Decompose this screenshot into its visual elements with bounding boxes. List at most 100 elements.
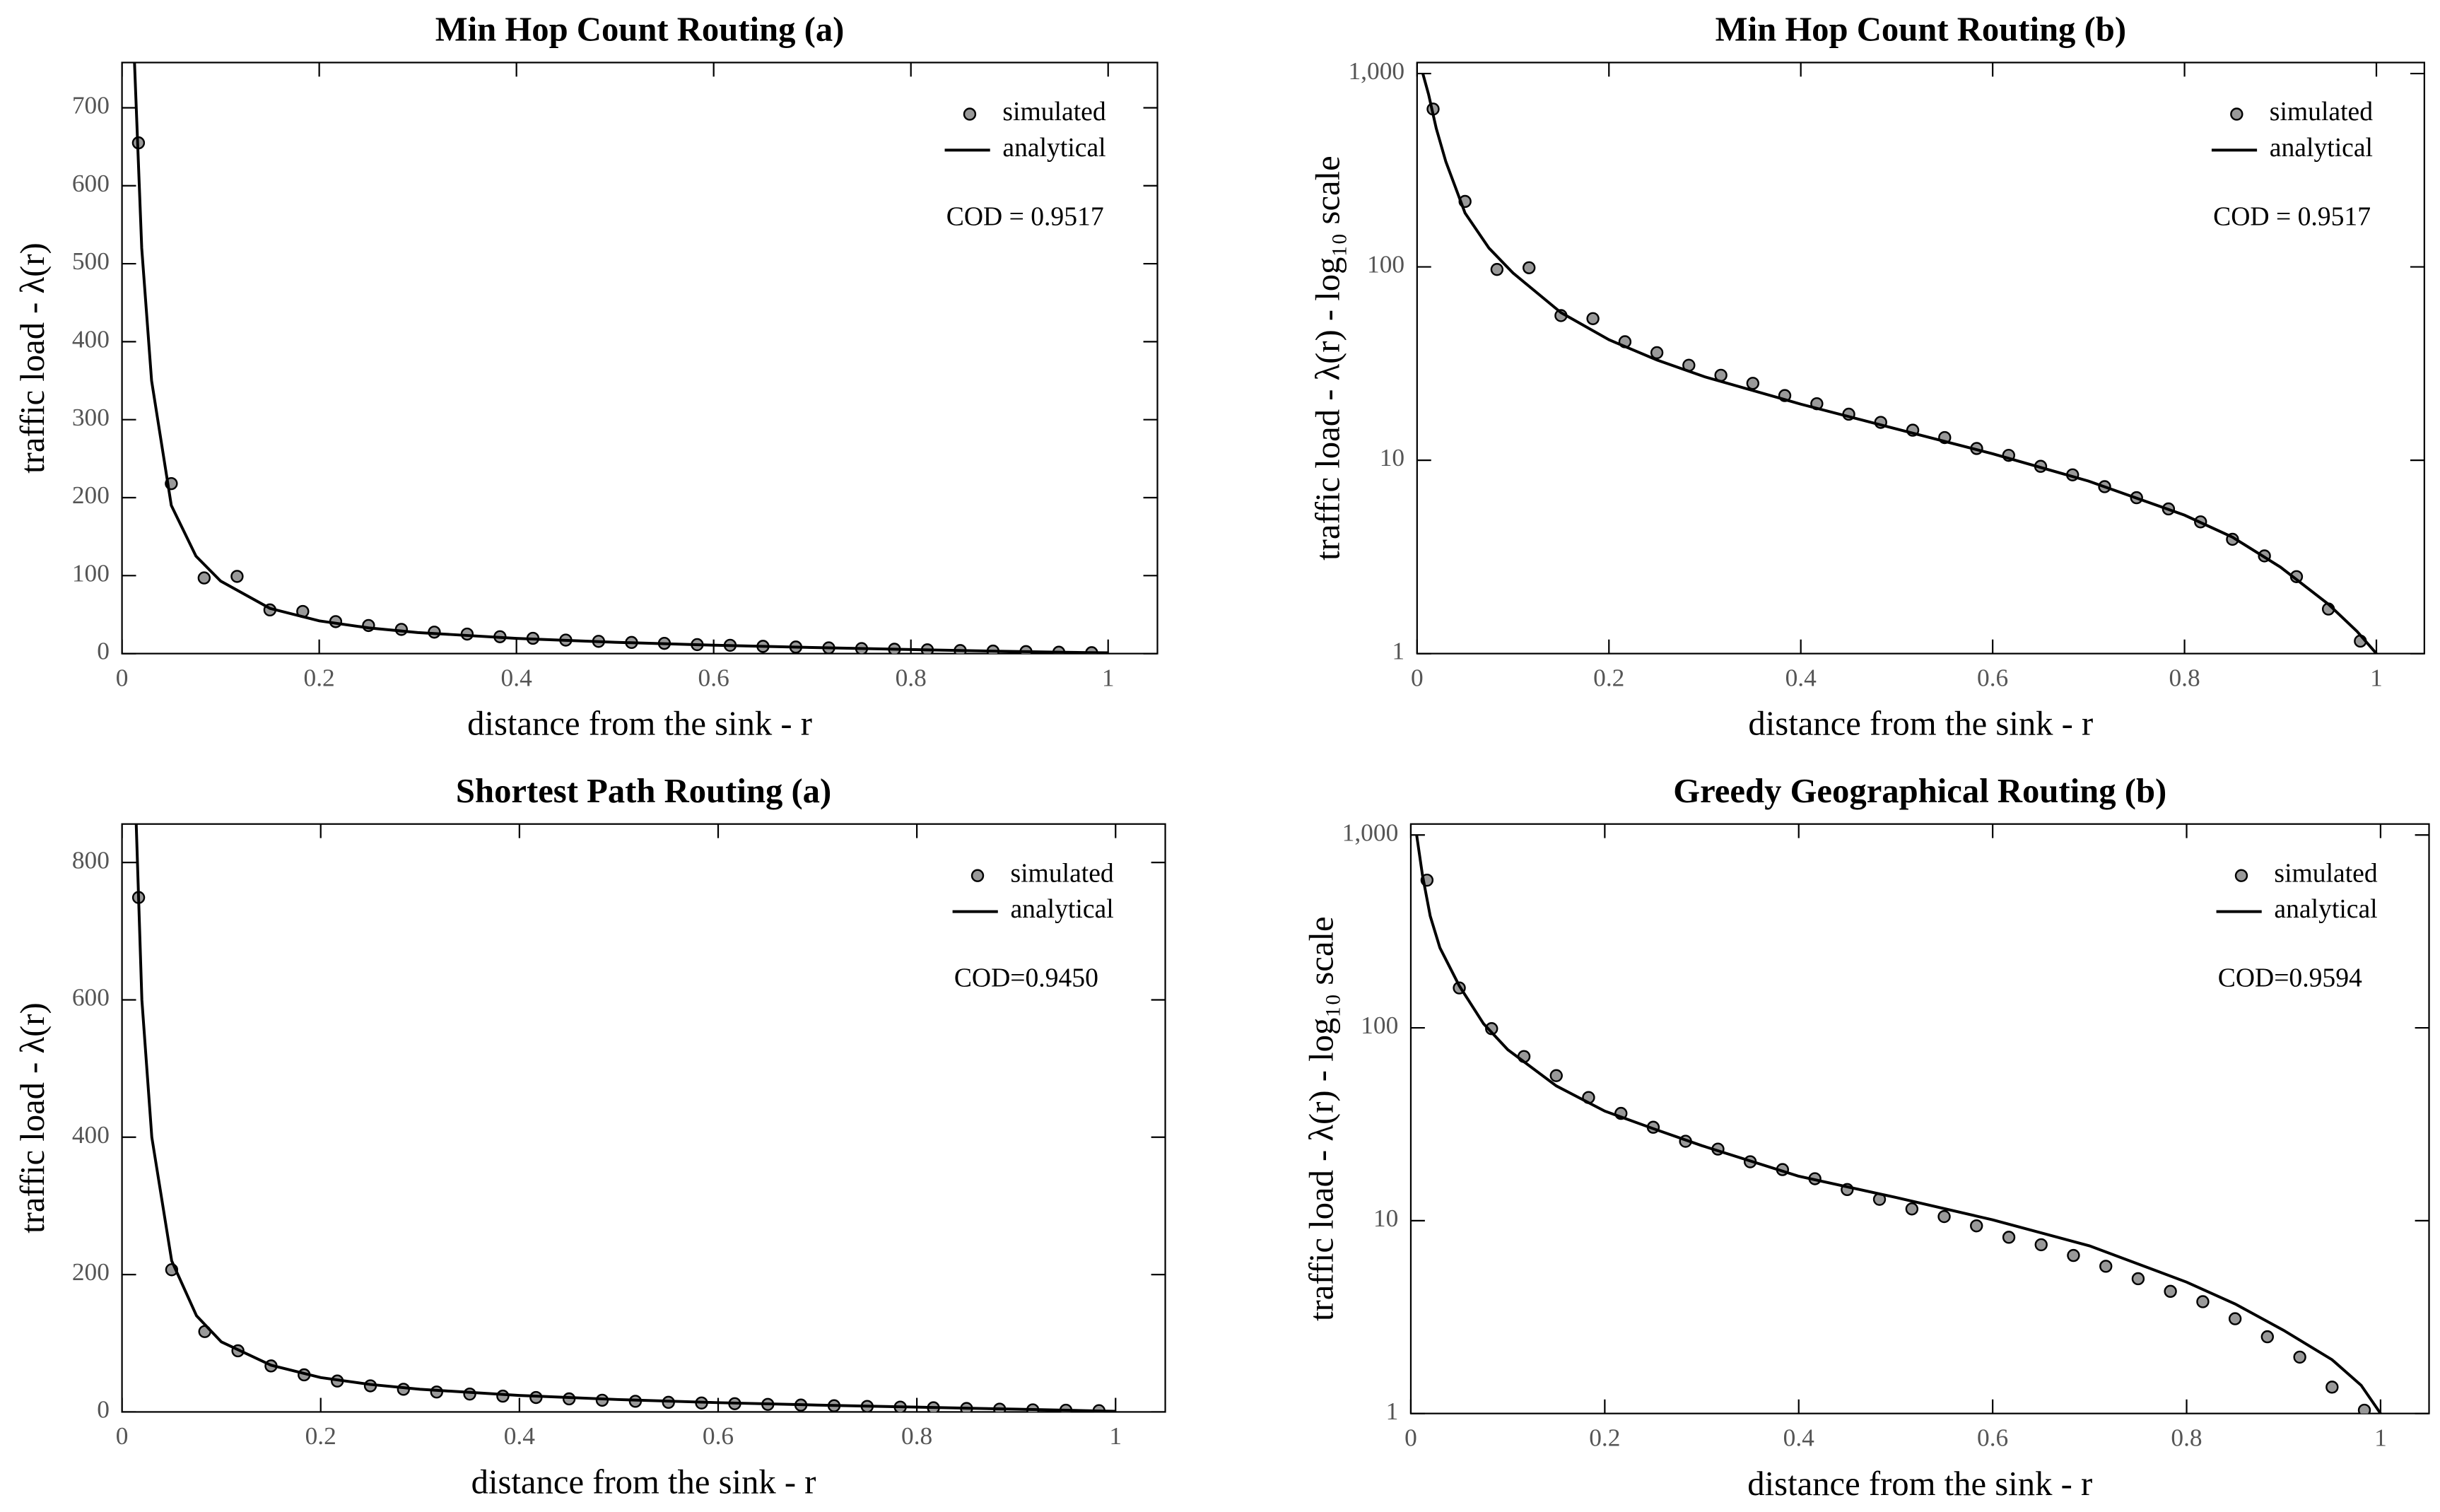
x-tick-label: 0.2 — [1589, 1423, 1620, 1451]
simulated-point — [2228, 1312, 2242, 1325]
x-tick-label: 0.6 — [1977, 1423, 2008, 1451]
chart-title: Greedy Geographical Routing (b) — [1673, 772, 2166, 810]
y-tick-label: 1 — [1386, 1397, 1399, 1425]
y-tick-label: 200 — [72, 1258, 110, 1286]
legend-label: analytical — [2270, 133, 2373, 163]
x-tick-label: 0.4 — [504, 1422, 536, 1450]
y-tick-label: 700 — [72, 91, 110, 119]
x-axis-label: distance from the sink - r — [1748, 705, 2093, 743]
simulated-point — [2196, 1295, 2210, 1308]
y-tick-label: 1 — [1392, 637, 1404, 665]
legend-label: simulated — [2270, 97, 2373, 127]
y-tick-label: 600 — [72, 983, 110, 1012]
y-axis-label: traffic load - λ(r) — [13, 1002, 52, 1233]
y-tick-label: 0 — [97, 637, 110, 665]
legend-label: analytical — [1002, 133, 1105, 163]
x-tick-label: 0 — [116, 1422, 129, 1450]
analytical-line — [1421, 73, 2378, 654]
x-tick-label: 0.8 — [2169, 663, 2200, 691]
chart-title: Min Hop Count Routing (a) — [435, 11, 845, 49]
simulated-point — [2357, 1403, 2371, 1414]
legend-label: analytical — [1010, 894, 1113, 924]
x-axis-label: distance from the sink - r — [471, 1463, 816, 1501]
annotation: COD = 0.9517 — [2213, 201, 2371, 231]
x-tick-label: 1 — [2374, 1423, 2387, 1451]
plot-frame — [121, 61, 1159, 655]
x-tick-label: 0.6 — [703, 1422, 734, 1450]
x-tick-label: 0.2 — [304, 663, 335, 691]
x-tick-label: 0.4 — [501, 663, 533, 691]
simulated-point — [1970, 1219, 1983, 1233]
x-tick-label: 0.4 — [1785, 663, 1817, 691]
legend-marker — [2230, 107, 2243, 121]
y-tick-label: 400 — [72, 325, 110, 353]
x-tick-label: 0.2 — [305, 1422, 336, 1450]
simulated-point — [2002, 1231, 2016, 1244]
y-axis-label: traffic load - λ(r) - log₁₀ scale — [1308, 156, 1347, 561]
x-tick-label: 0.4 — [1783, 1423, 1815, 1451]
simulated-point — [1746, 377, 1760, 390]
analytical-line — [1415, 834, 2382, 1414]
simulated-point — [430, 1385, 443, 1399]
x-tick-label: 1 — [2370, 663, 2383, 691]
y-tick-label: 1,000 — [1342, 818, 1399, 846]
x-tick-label: 0 — [116, 663, 129, 691]
y-tick-label: 100 — [72, 558, 110, 587]
chart-title: Min Hop Count Routing (b) — [1715, 11, 2126, 49]
plot-area — [1415, 834, 2382, 1414]
y-tick-label: 200 — [72, 481, 110, 509]
y-tick-label: 400 — [72, 1120, 110, 1149]
annotation: COD=0.9450 — [954, 963, 1098, 993]
simulated-point — [2164, 1284, 2177, 1299]
y-tick-label: 10 — [1373, 1204, 1398, 1232]
chart: Shortest Path Routing (a) distance from t… — [13, 772, 1166, 1501]
simulated-point — [197, 571, 211, 585]
simulated-point — [2067, 1248, 2080, 1262]
y-tick-label: 10 — [1380, 443, 1404, 471]
x-tick-label: 0.8 — [2171, 1423, 2202, 1451]
analytical-line — [133, 62, 1108, 654]
annotation: COD = 0.9517 — [946, 201, 1104, 231]
simulated-point — [1937, 1209, 1951, 1224]
simulated-point — [1549, 1069, 1563, 1082]
y-axis-label: traffic load - λ(r) - log₁₀ scale — [1302, 916, 1340, 1321]
analytical-line — [134, 824, 1116, 1412]
legend-label: simulated — [1002, 97, 1105, 127]
x-tick-label: 0.8 — [896, 663, 927, 691]
x-tick-label: 1 — [1102, 663, 1115, 691]
y-tick-label: 300 — [72, 403, 110, 431]
simulated-point — [1586, 312, 1600, 325]
chart: Min Hop Count Routing (b) distance from t… — [1308, 11, 2425, 743]
plot-area — [1421, 73, 2378, 654]
simulated-point — [463, 1387, 476, 1401]
x-tick-label: 0.8 — [901, 1422, 932, 1450]
y-tick-label: 800 — [72, 845, 110, 874]
simulated-point — [496, 1389, 510, 1403]
plot-frame — [1409, 823, 2430, 1414]
legend-label: simulated — [2274, 858, 2377, 888]
simulated-point — [1490, 263, 1504, 276]
x-tick-label: 0 — [1404, 1423, 1417, 1451]
y-tick-label: 100 — [1367, 250, 1404, 279]
chart: Min Hop Count Routing (a) distance from t… — [13, 11, 1159, 743]
y-tick-label: 500 — [72, 247, 110, 275]
y-tick-label: 1,000 — [1349, 57, 1405, 85]
x-tick-label: 0.6 — [1977, 663, 2008, 691]
legend-marker — [970, 869, 985, 882]
x-axis-label: distance from the sink - r — [1747, 1465, 2092, 1503]
y-tick-label: 100 — [1361, 1011, 1398, 1039]
simulated-point — [2293, 1350, 2306, 1364]
legend-label: simulated — [1010, 858, 1113, 888]
x-tick-label: 0 — [1411, 663, 1424, 691]
plot-frame — [121, 823, 1166, 1413]
x-tick-label: 0.2 — [1593, 663, 1624, 691]
chart-title: Shortest Path Routing (a) — [456, 772, 831, 810]
plot-area — [131, 824, 1116, 1412]
simulated-point — [2099, 1260, 2113, 1273]
plot-frame — [1416, 61, 2425, 655]
legend-marker — [2234, 869, 2248, 882]
x-tick-label: 1 — [1109, 1422, 1122, 1450]
simulated-point — [1523, 261, 1536, 274]
plot-area — [131, 62, 1108, 654]
